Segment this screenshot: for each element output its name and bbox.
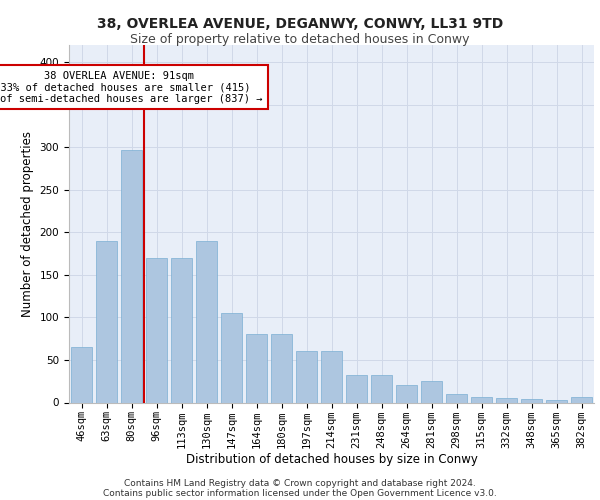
Bar (421, 381, 442, 402)
X-axis label: Distribution of detached houses by size in Conwy: Distribution of detached houses by size … (185, 453, 478, 466)
Text: 38 OVERLEA AVENUE: 91sqm
← 33% of detached houses are smaller (415)
67% of semi-: 38 OVERLEA AVENUE: 91sqm ← 33% of detach… (0, 70, 263, 104)
Bar (221, 313, 242, 402)
Text: Contains public sector information licensed under the Open Government Licence v3: Contains public sector information licen… (103, 488, 497, 498)
Bar (196, 241, 217, 402)
Bar (271, 334, 292, 402)
Bar (296, 352, 317, 403)
Text: Size of property relative to detached houses in Conwy: Size of property relative to detached ho… (130, 32, 470, 46)
Y-axis label: Number of detached properties: Number of detached properties (21, 130, 34, 317)
Bar (496, 398, 517, 402)
Text: Contains HM Land Registry data © Crown copyright and database right 2024.: Contains HM Land Registry data © Crown c… (124, 478, 476, 488)
Bar (546, 400, 567, 402)
Bar (346, 376, 367, 402)
Bar (396, 384, 417, 402)
Bar (446, 394, 467, 402)
Bar (71, 347, 92, 403)
Bar (471, 396, 492, 402)
Bar (96, 241, 117, 402)
Bar (371, 376, 392, 402)
Text: 38, OVERLEA AVENUE, DEGANWY, CONWY, LL31 9TD: 38, OVERLEA AVENUE, DEGANWY, CONWY, LL31… (97, 18, 503, 32)
Bar (121, 150, 142, 402)
Bar (321, 352, 342, 403)
Bar (146, 258, 167, 402)
Bar (246, 334, 267, 402)
Bar (571, 396, 592, 402)
Bar (171, 258, 192, 402)
Bar (521, 399, 542, 402)
